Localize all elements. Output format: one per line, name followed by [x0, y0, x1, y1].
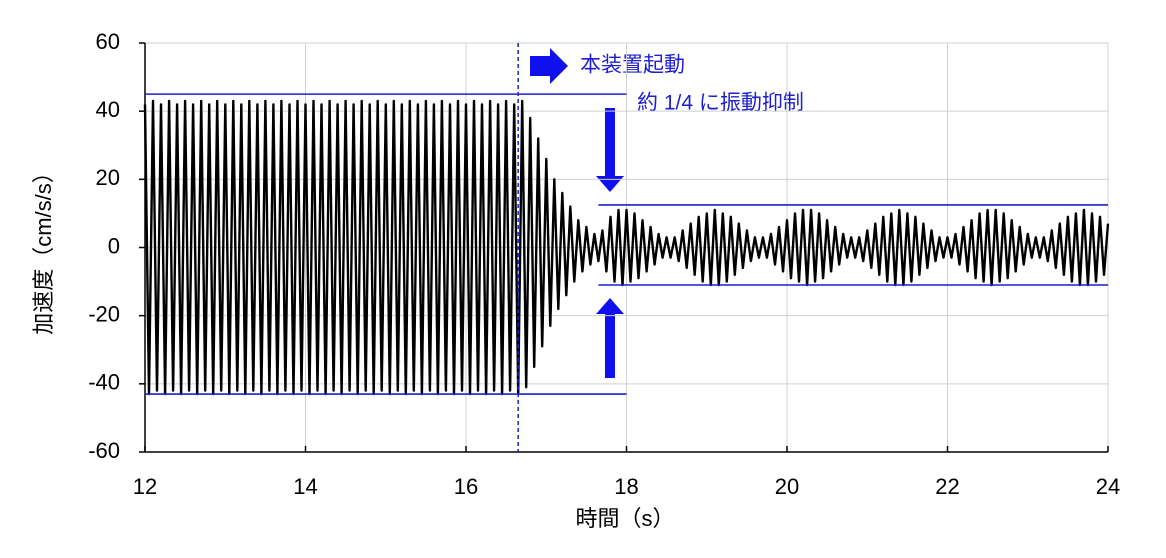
x-tick-label: 18 [614, 474, 638, 499]
arrow-up [596, 298, 624, 378]
x-tick-label: 14 [293, 474, 317, 499]
x-tick-label: 16 [454, 474, 478, 499]
y-tick-label: -20 [88, 301, 120, 326]
x-tick-label: 24 [1096, 474, 1120, 499]
y-tick-label: 40 [96, 97, 120, 122]
signal-line [143, 99, 1110, 396]
annotation: 本装置起動 [580, 54, 685, 77]
x-axis-label: 時間（s） [575, 506, 674, 531]
x-tick-label: 22 [935, 474, 959, 499]
y-tick-label: 60 [96, 29, 120, 54]
arrow-down [596, 108, 624, 192]
y-tick-label: 0 [108, 233, 120, 258]
y-axis-label: 加速度（cm/s/s） [31, 161, 56, 335]
arrow-right [530, 48, 568, 84]
x-tick-label: 20 [775, 474, 799, 499]
annotation: 約 1/4 に振動抑制 [637, 92, 804, 115]
y-tick-label: -60 [88, 438, 120, 463]
x-tick-label: 12 [133, 474, 157, 499]
y-tick-label: 20 [96, 165, 120, 190]
y-tick-label: -40 [88, 370, 120, 395]
